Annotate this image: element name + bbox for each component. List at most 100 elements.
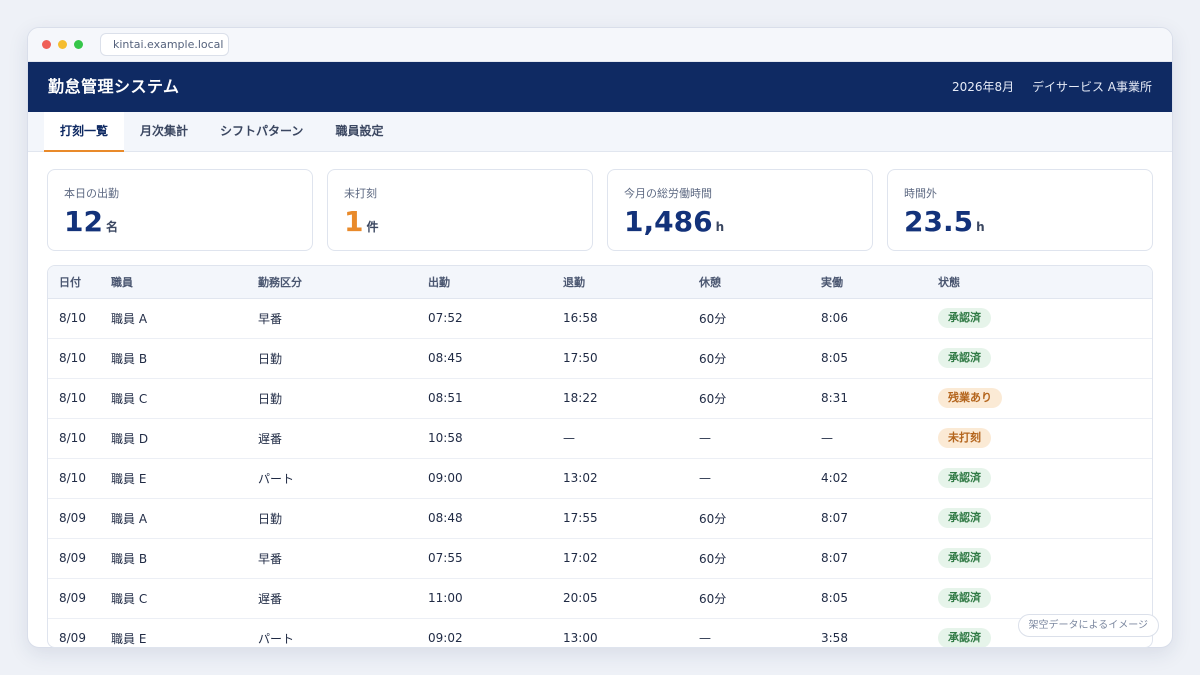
column-header[interactable]: 退勤 <box>552 266 688 299</box>
column-header[interactable]: 実働 <box>810 266 927 299</box>
column-header[interactable]: 休憩 <box>688 266 810 299</box>
status-badge: 承認済 <box>938 348 991 368</box>
column-header[interactable]: 職員 <box>100 266 247 299</box>
sample-data-note: 架空データによるイメージ <box>1017 614 1159 637</box>
tab-monthly-summary[interactable]: 月次集計 <box>140 124 189 138</box>
table-cell: 職員 E <box>100 458 247 499</box>
table-cell: 8:07 <box>810 538 927 579</box>
table-cell: 4:02 <box>810 458 927 499</box>
column-header[interactable]: 勤務区分 <box>247 266 417 299</box>
column-header[interactable]: 出勤 <box>417 266 552 299</box>
table-cell: 16:58 <box>552 298 688 339</box>
attendance-table: 日付 職員 勤務区分 出勤 退勤 休憩 実働 状態 8/10 職員 A 早番 07:5… <box>47 265 1153 648</box>
table-row[interactable]: 8/09 職員 A 日勤 08:48 17:55 60分 8:07 承認済 <box>48 498 1152 539</box>
table-row[interactable]: 8/09 職員 E パート 09:02 13:00—3:58 承認済 <box>48 618 1152 647</box>
tab-shift-patterns[interactable]: シフトパターン <box>220 124 304 138</box>
table-cell: パート <box>247 458 417 499</box>
status-badge: 承認済 <box>938 468 991 488</box>
table-cell: — <box>810 418 927 459</box>
table-cell: 日勤 <box>247 498 417 539</box>
table-cell: 13:02 <box>552 458 688 499</box>
table-cell: 職員 B <box>100 538 247 579</box>
period-label: 2026年8月 <box>951 80 1015 94</box>
card-label: 今月の総労働時間 <box>624 187 712 200</box>
tab-punch-list[interactable]: 打刻一覧 <box>44 112 125 152</box>
table-cell: 遅番 <box>247 578 417 619</box>
status-badge: 承認済 <box>938 548 991 568</box>
table-cell: 8/09 <box>48 578 100 619</box>
card-attendance-today: 本日の出勤 12 名 <box>47 169 313 251</box>
table-row[interactable]: 8/10 職員 C 日勤 08:51 18:22 60分 8:31 残業あり <box>48 378 1152 419</box>
table-cell: — <box>688 418 810 459</box>
card-value: 1,486 <box>624 205 713 238</box>
table-cell: — <box>552 418 688 459</box>
table-cell: 17:02 <box>552 538 688 579</box>
table-cell: 60分 <box>688 378 810 419</box>
status-cell: 未打刻 <box>927 418 1152 459</box>
card-value: 1 <box>344 205 364 238</box>
table-cell: 09:00 <box>417 458 552 499</box>
table-cell: 8:07 <box>810 498 927 539</box>
table-cell: 20:05 <box>552 578 688 619</box>
card-overtime: 時間外 23.5 h <box>887 169 1153 251</box>
table-row[interactable]: 8/09 職員 B 早番 07:55 17:02 60分 8:07 承認済 <box>48 538 1152 579</box>
table-cell: 8/10 <box>48 378 100 419</box>
table-cell: 10:58 <box>417 418 552 459</box>
status-badge: 未打刻 <box>938 428 991 448</box>
table-cell: 17:50 <box>552 338 688 379</box>
table-cell: 18:22 <box>552 378 688 419</box>
status-badge: 承認済 <box>938 588 991 608</box>
table-cell: 職員 A <box>100 298 247 339</box>
table-cell: 8:31 <box>810 378 927 419</box>
table-cell: 8/09 <box>48 538 100 579</box>
status-cell: 承認済 <box>927 338 1152 379</box>
maximize-window-icon[interactable] <box>74 40 83 49</box>
table-cell: 11:00 <box>417 578 552 619</box>
tab-staff-settings[interactable]: 職員設定 <box>335 124 384 138</box>
browser-chrome: kintai.example.local <box>28 28 1172 62</box>
table-cell: 8:06 <box>810 298 927 339</box>
table-cell: 07:52 <box>417 298 552 339</box>
table-cell: 遅番 <box>247 418 417 459</box>
column-header[interactable]: 日付 <box>48 266 100 299</box>
card-unit: 名 <box>105 220 118 234</box>
minimize-window-icon[interactable] <box>58 40 67 49</box>
card-value: 12 <box>64 205 103 238</box>
table-cell: 8/09 <box>48 498 100 539</box>
table-row[interactable]: 8/10 職員 D 遅番 10:58— — — 未打刻 <box>48 418 1152 459</box>
status-cell: 承認済 <box>927 538 1152 579</box>
card-label: 本日の出勤 <box>64 187 119 200</box>
table-cell: 08:51 <box>417 378 552 419</box>
status-badge: 承認済 <box>938 628 991 647</box>
status-cell: 承認済 <box>927 498 1152 539</box>
table-cell: 60分 <box>688 578 810 619</box>
table-row[interactable]: 8/10 職員 E パート 09:00 13:02—4:02 承認済 <box>48 458 1152 499</box>
table-cell: 13:00 <box>552 618 688 647</box>
table-row[interactable]: 8/09 職員 C 遅番 11:00 20:05 60分 8:05 承認済 <box>48 578 1152 619</box>
column-header[interactable]: 状態 <box>927 266 1152 299</box>
table-cell: 3:58 <box>810 618 927 647</box>
status-cell: 残業あり <box>927 378 1152 419</box>
table-row[interactable]: 8/10 職員 A 早番 07:52 16:58 60分 8:06 承認済 <box>48 298 1152 339</box>
table-cell: 職員 D <box>100 418 247 459</box>
tab-bar: 打刻一覧 月次集計 シフトパターン 職員設定 <box>28 112 1172 152</box>
table-cell: 日勤 <box>247 378 417 419</box>
table-cell: 日勤 <box>247 338 417 379</box>
table-cell: 早番 <box>247 538 417 579</box>
table-cell: 8/10 <box>48 338 100 379</box>
table-cell: 8:05 <box>810 338 927 379</box>
table-cell: 8/10 <box>48 458 100 499</box>
table-cell: 職員 C <box>100 378 247 419</box>
table-cell: 09:02 <box>417 618 552 647</box>
address-bar[interactable]: kintai.example.local <box>100 33 229 56</box>
status-cell: 承認済 <box>927 578 1152 619</box>
close-window-icon[interactable] <box>42 40 51 49</box>
table-cell: 8/09 <box>48 618 100 647</box>
table-cell: 職員 C <box>100 578 247 619</box>
table-cell: 職員 E <box>100 618 247 647</box>
table-row[interactable]: 8/10 職員 B 日勤 08:45 17:50 60分 8:05 承認済 <box>48 338 1152 379</box>
status-badge: 残業あり <box>938 388 1002 408</box>
table-cell: 60分 <box>688 338 810 379</box>
card-unit: h <box>976 220 985 234</box>
